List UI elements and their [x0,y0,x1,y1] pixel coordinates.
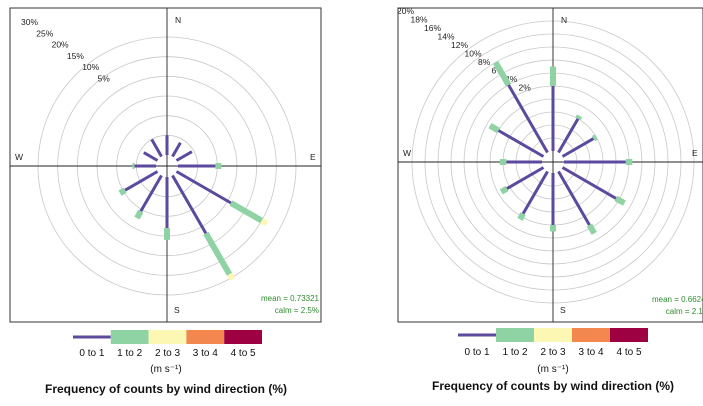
spoke-segment [517,212,526,221]
radial-tick-label: 14% [438,32,455,42]
compass-south: S [174,305,180,315]
spoke-segment [575,114,583,121]
compass-west: W [15,152,23,162]
radial-tick-label: 10% [465,49,482,59]
legend-swatch [610,328,648,342]
legend-swatch [224,330,262,344]
compass-north: N [175,15,181,25]
radial-tick-label: 4% [505,74,518,84]
spoke-segment [150,138,163,158]
legend-label: 4 to 5 [231,348,256,359]
unit-label: (m s⁻¹) [150,364,181,375]
spoke-segment [592,134,598,142]
legend-label: 0 to 1 [464,347,489,358]
spoke-segment [260,218,269,227]
spoke-segment [561,137,595,158]
stat-calm: calm = 2.5% [275,306,319,315]
spoke-segment [124,170,159,192]
radial-tick-label: 20% [52,40,69,50]
legend-label: 3 to 4 [578,347,603,358]
radial-tick-label: 16% [424,23,441,33]
stat-mean: mean = 0.73321 [261,294,320,303]
spoke-segment [561,166,617,200]
legend-swatch [458,333,496,337]
legend-label: 0 to 1 [79,348,104,359]
legend-label: 2 to 3 [540,347,565,358]
plot-area: 2%4%6%8%10%12%14%16%18%20% [397,6,703,322]
compass-south: S [560,305,566,315]
legend-swatch [73,335,111,339]
legend-swatch [110,330,149,344]
chart-title: Frequency of counts by wind direction (%… [432,379,674,393]
compass-west: W [403,148,411,158]
legend-swatch [496,328,534,342]
radial-tick-label: 15% [67,51,84,61]
unit-label: (m s⁻¹) [537,364,568,375]
compass-east: E [692,148,698,158]
legend-swatch [186,330,225,344]
spoke-segment [506,166,545,190]
radial-tick-label: 30% [21,17,38,27]
legend-label: 1 to 2 [117,348,142,359]
stat-calm: calm = 2.1% [666,307,703,316]
legend-swatch [572,328,610,342]
spoke-segment [229,200,264,224]
plot-area: 5% 10%15%20% 25%30% [10,8,321,322]
chart-title: Frequency of counts by wind direction (%… [45,382,287,396]
legend-label: 2 to 3 [155,348,180,359]
legend-swatch [148,330,187,344]
spoke-segment [507,84,549,154]
spoke-segment [134,209,144,220]
spoke-segment [497,129,545,158]
plot-frame [397,7,703,323]
stat-mean: mean = 0.66242 [652,295,703,304]
spoke-segment [586,223,597,235]
spoke-segment [175,170,232,205]
spoke-segment [492,60,512,87]
spoke-segment [614,195,626,206]
spoke-segment [143,151,159,162]
radial-tick-label: 20% [397,6,414,16]
compass-north: N [561,15,567,25]
legend-label: 3 to 4 [193,348,218,359]
spoke-segment [488,123,500,134]
radial-tick-label: 12% [451,40,468,50]
spoke-segment [139,174,163,213]
spoke-segment [171,174,208,235]
radial-tick-label: 8% [478,57,491,67]
spoke-segment [175,150,193,162]
spoke-segment [118,187,127,196]
radial-tick-label: 2% [519,83,532,93]
radial-tick-label: 10% [82,62,99,72]
spoke-segment [226,272,236,281]
compass-east: E [310,152,316,162]
spoke-segment [521,170,549,215]
radial-tick-label: 5% [98,74,111,84]
legend-label: 4 to 5 [616,347,641,358]
spoke-segment [557,117,580,154]
plot-frame [9,7,322,323]
spoke-segment [203,231,233,276]
legend-swatch [534,328,572,342]
spoke-segment [557,170,591,226]
spoke-segment [499,186,509,195]
radial-tick-label: 18% [411,15,428,25]
legend-label: 1 to 2 [502,347,527,358]
radial-tick-label: 25% [36,28,53,38]
spoke-segment [171,142,182,158]
